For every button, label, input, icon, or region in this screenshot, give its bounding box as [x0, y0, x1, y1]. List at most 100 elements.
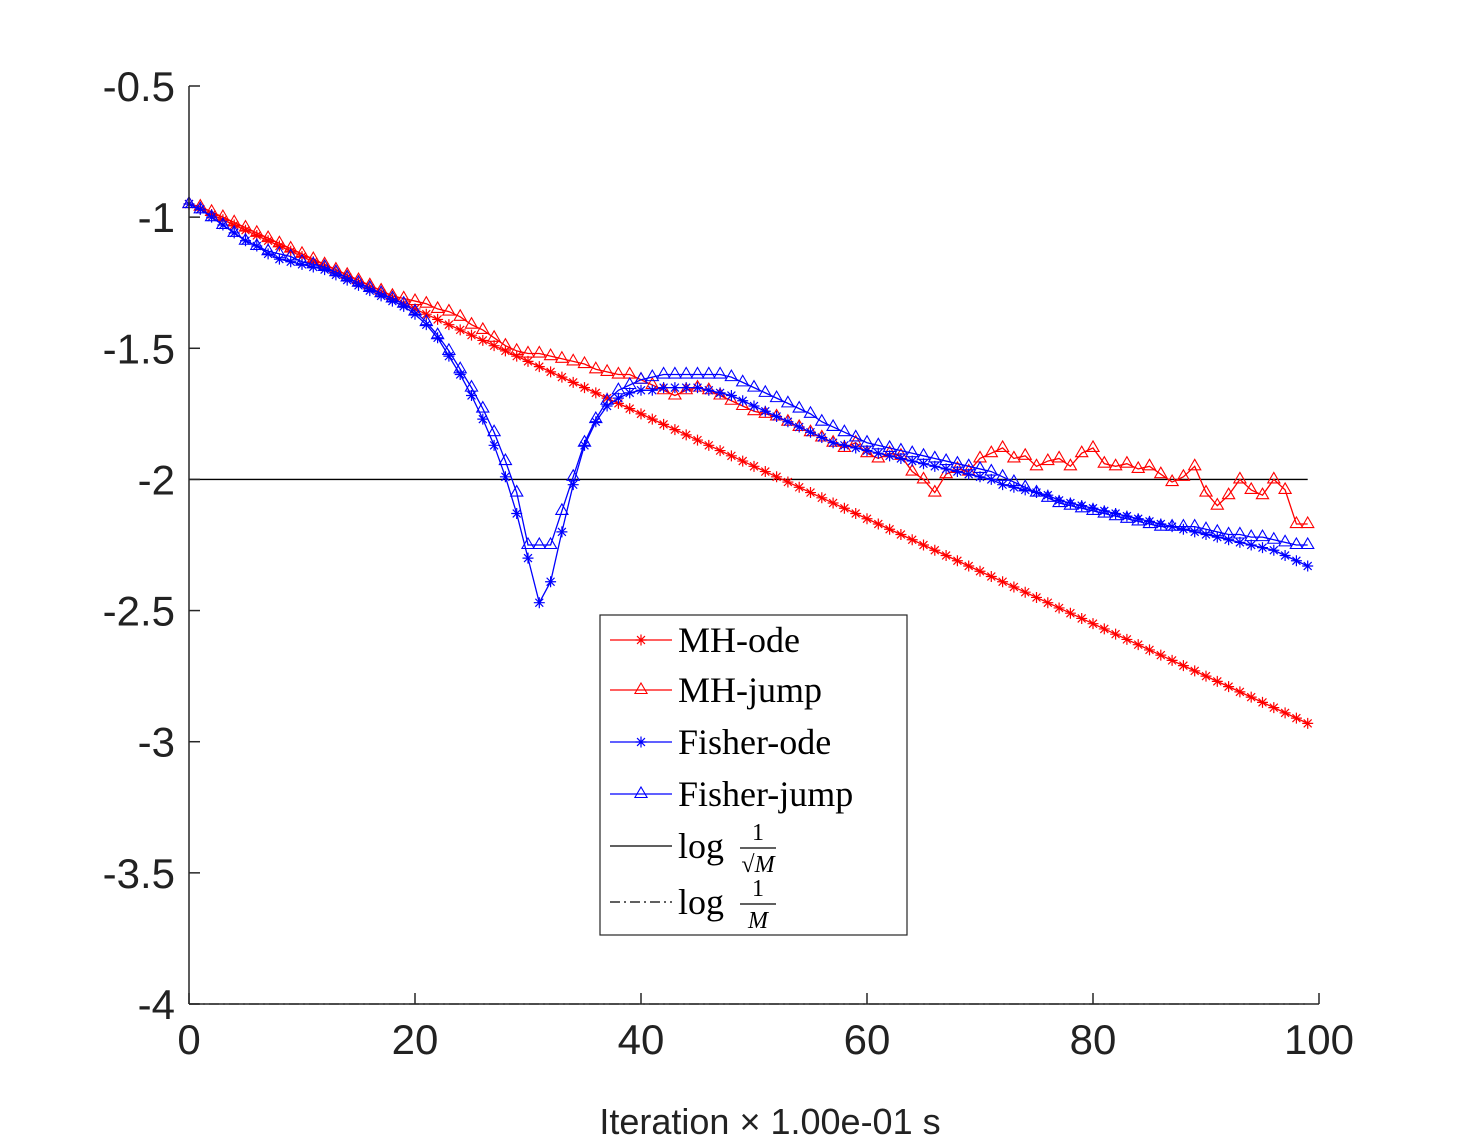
data-point: [658, 418, 670, 430]
data-point: [1302, 560, 1314, 572]
data-point: [995, 439, 1010, 453]
data-point: [1279, 707, 1291, 719]
data-point: [725, 389, 737, 401]
data-point: [499, 471, 511, 483]
data-point: [1018, 447, 1033, 460]
data-point: [1085, 439, 1101, 453]
data-point: [443, 350, 455, 362]
data-point: [464, 316, 479, 329]
data-point: [940, 549, 952, 561]
y-tick-label: -2: [138, 456, 175, 503]
data-point: [601, 400, 613, 412]
legend-label-log: log: [678, 826, 724, 866]
data-point: [1289, 536, 1304, 550]
data-point: [1064, 607, 1076, 619]
data-point: [792, 400, 807, 413]
data-point: [780, 395, 795, 408]
data-point: [1177, 660, 1189, 672]
data-point: [294, 245, 310, 258]
data-point: [748, 460, 760, 472]
data-point: [1245, 691, 1257, 703]
data-point: [1289, 515, 1304, 529]
data-point: [1268, 544, 1280, 556]
data-point: [567, 376, 579, 388]
data-point: [240, 224, 251, 236]
data-point: [793, 481, 805, 493]
data-point: [1302, 717, 1314, 729]
data-point: [803, 405, 818, 418]
data-point: [633, 371, 649, 384]
data-point: [488, 439, 500, 451]
data-point: [997, 576, 1009, 588]
x-axis-title: Iteration × 1.00e-01 s: [599, 1101, 940, 1142]
data-point: [1144, 644, 1155, 656]
data-point: [1006, 450, 1021, 463]
data-point: [1121, 633, 1133, 645]
data-point: [520, 345, 536, 358]
data-point: [464, 379, 479, 392]
data-point: [679, 382, 694, 395]
data-point: [532, 536, 547, 550]
data-point: [1200, 529, 1212, 541]
data-point: [1132, 639, 1144, 651]
data-point: [612, 392, 624, 404]
data-point: [579, 382, 590, 394]
data-point: [454, 369, 466, 381]
series-line-fisher-ode: [188, 203, 1308, 605]
y-tick-label: -2.5: [103, 588, 175, 635]
data-point: [759, 466, 771, 478]
data-point: [1245, 539, 1257, 551]
data-point: [929, 460, 941, 472]
legend-frac-denominator: M: [747, 908, 770, 934]
data-point: [940, 463, 952, 475]
data-point: [285, 256, 297, 268]
data-point: [509, 342, 524, 355]
data-point: [341, 274, 353, 286]
data-point: [951, 555, 963, 567]
data-point: [1153, 466, 1168, 479]
data-point: [714, 445, 726, 457]
data-point: [1234, 686, 1246, 698]
data-point: [1098, 505, 1110, 517]
data-point: [771, 410, 783, 422]
data-point: [533, 597, 545, 609]
data-point: [872, 447, 884, 459]
data-point: [850, 442, 862, 454]
data-point: [782, 476, 794, 488]
data-point: [533, 361, 545, 373]
data-point: [262, 235, 274, 247]
data-point: [680, 382, 692, 394]
data-point: [646, 413, 658, 425]
data-point: [590, 416, 602, 428]
data-point: [262, 248, 274, 260]
data-point: [1008, 581, 1020, 593]
data-point: [522, 552, 534, 564]
data-point: [884, 523, 896, 535]
data-point: [1121, 510, 1133, 522]
data-point: [1144, 515, 1155, 527]
data-point: [1131, 460, 1146, 473]
data-point: [746, 379, 762, 392]
data-point: [624, 403, 636, 415]
data-point: [251, 230, 263, 242]
data-point: [1211, 531, 1223, 543]
data-point: [769, 390, 784, 403]
data-point: [1244, 481, 1259, 494]
data-point: [771, 471, 783, 483]
data-point: [1290, 712, 1302, 724]
data-point: [566, 353, 581, 366]
data-point: [939, 452, 954, 466]
data-point: [261, 230, 276, 243]
data-point: [1031, 487, 1042, 499]
data-point: [432, 332, 444, 344]
data-point: [1155, 518, 1167, 530]
data-point: [669, 424, 681, 436]
data-point: [475, 321, 490, 334]
data-point: [600, 363, 615, 376]
data-point: [1110, 508, 1122, 520]
data-point: [1244, 529, 1259, 542]
data-point: [703, 384, 715, 396]
x-tick-label: 20: [392, 1016, 439, 1063]
data-point: [646, 384, 658, 396]
